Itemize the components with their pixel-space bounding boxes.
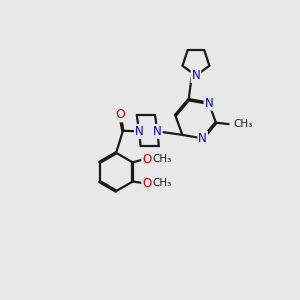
Text: N: N: [205, 97, 213, 110]
Text: O: O: [142, 176, 152, 190]
Text: CH₃: CH₃: [153, 178, 172, 188]
Text: N: N: [135, 125, 143, 138]
Text: O: O: [142, 153, 152, 166]
Text: N: N: [198, 132, 207, 145]
Text: CH₃: CH₃: [153, 154, 172, 164]
Text: O: O: [116, 108, 125, 122]
Text: N: N: [153, 125, 162, 138]
Text: CH₃: CH₃: [234, 119, 253, 129]
Text: N: N: [192, 69, 200, 82]
